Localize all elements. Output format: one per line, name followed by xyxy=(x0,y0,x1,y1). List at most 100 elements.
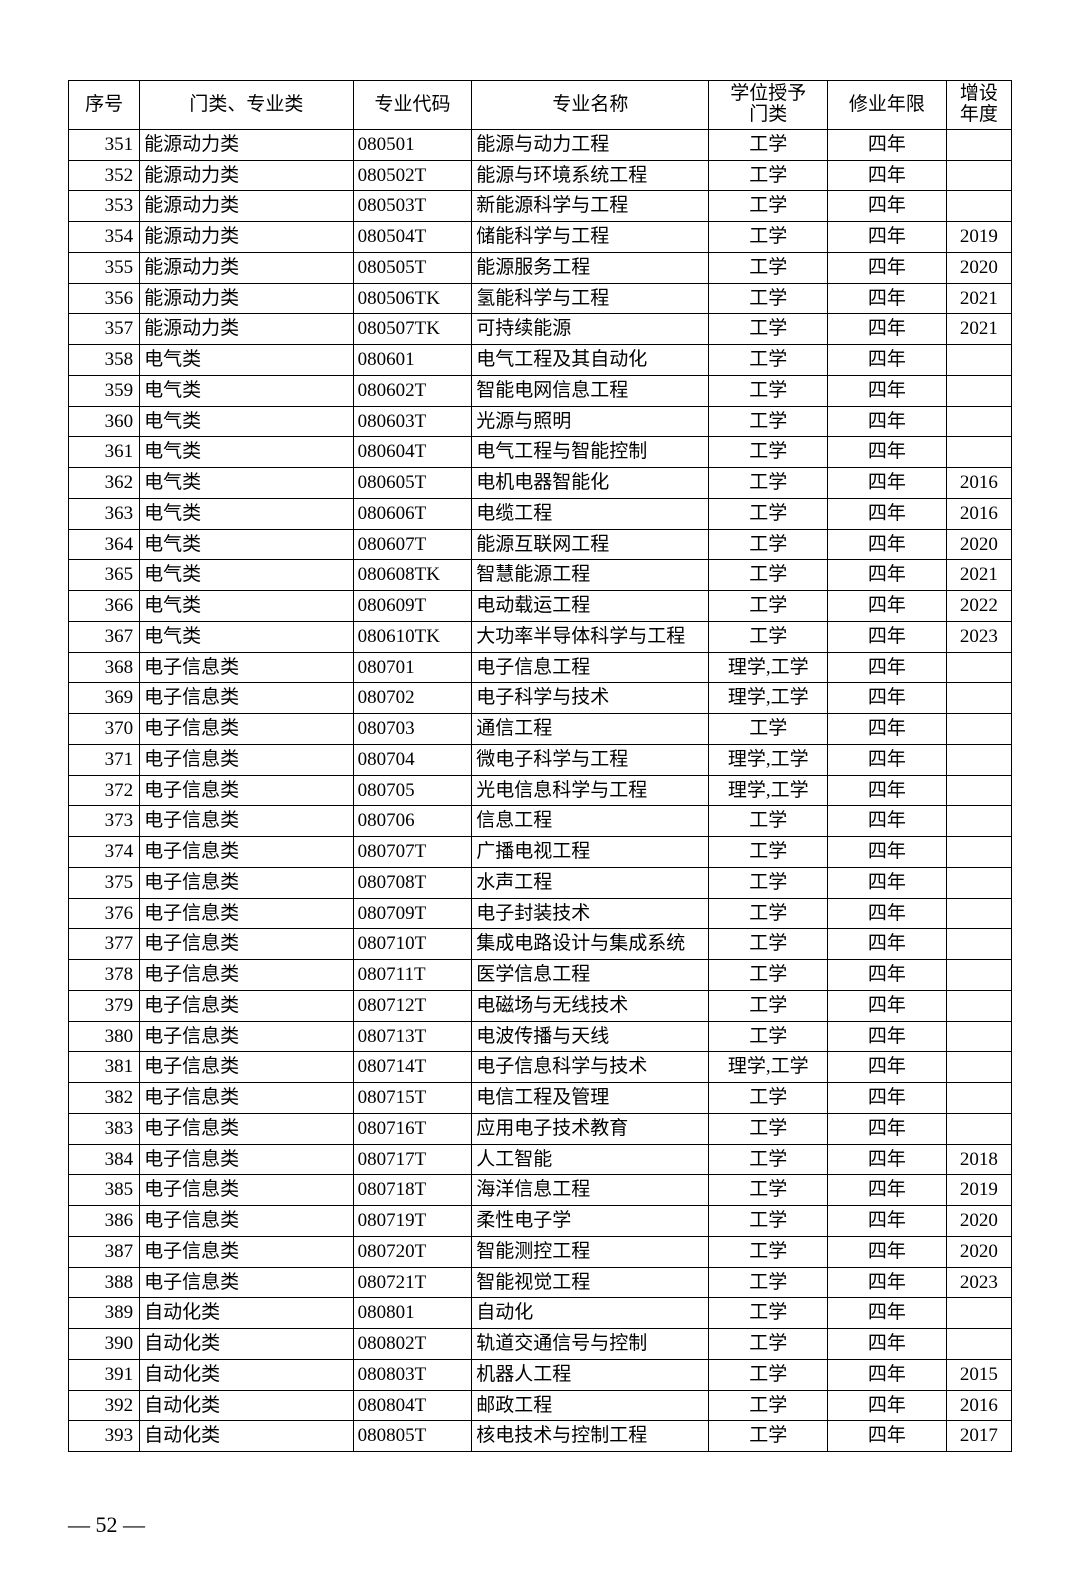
cell-seq: 375 xyxy=(69,867,140,898)
cell-degree: 工学 xyxy=(709,1021,828,1052)
cell-code: 080505T xyxy=(353,252,472,283)
cell-name: 轨道交通信号与控制 xyxy=(472,1329,709,1360)
table-row: 355能源动力类080505T能源服务工程工学四年2020 xyxy=(69,252,1012,283)
cell-year: 2018 xyxy=(946,1144,1011,1175)
cell-code: 080804T xyxy=(353,1390,472,1421)
cell-code: 080714T xyxy=(353,1052,472,1083)
cell-name: 电子科学与技术 xyxy=(472,683,709,714)
cell-name: 电气工程及其自动化 xyxy=(472,345,709,376)
cell-seq: 367 xyxy=(69,621,140,652)
cell-duration: 四年 xyxy=(828,529,947,560)
cell-name: 储能科学与工程 xyxy=(472,222,709,253)
table-row: 368电子信息类080701电子信息工程理学,工学四年 xyxy=(69,652,1012,683)
cell-degree: 工学 xyxy=(709,1083,828,1114)
cell-year xyxy=(946,775,1011,806)
cell-name: 电子封装技术 xyxy=(472,898,709,929)
cell-degree: 工学 xyxy=(709,1298,828,1329)
cell-code: 080609T xyxy=(353,591,472,622)
cell-seq: 383 xyxy=(69,1113,140,1144)
table-row: 374电子信息类080707T广播电视工程工学四年 xyxy=(69,837,1012,868)
cell-category: 电子信息类 xyxy=(140,837,354,868)
cell-code: 080801 xyxy=(353,1298,472,1329)
table-row: 387电子信息类080720T智能测控工程工学四年2020 xyxy=(69,1236,1012,1267)
cell-name: 微电子科学与工程 xyxy=(472,744,709,775)
cell-seq: 385 xyxy=(69,1175,140,1206)
cell-category: 能源动力类 xyxy=(140,283,354,314)
cell-duration: 四年 xyxy=(828,621,947,652)
cell-year xyxy=(946,345,1011,376)
cell-degree: 工学 xyxy=(709,529,828,560)
cell-code: 080719T xyxy=(353,1206,472,1237)
cell-duration: 四年 xyxy=(828,960,947,991)
cell-code: 080718T xyxy=(353,1175,472,1206)
cell-category: 电气类 xyxy=(140,468,354,499)
cell-degree: 工学 xyxy=(709,960,828,991)
cell-category: 电子信息类 xyxy=(140,714,354,745)
cell-code: 080504T xyxy=(353,222,472,253)
cell-duration: 四年 xyxy=(828,1113,947,1144)
cell-name: 新能源科学与工程 xyxy=(472,191,709,222)
cell-year xyxy=(946,867,1011,898)
cell-degree: 工学 xyxy=(709,990,828,1021)
cell-degree: 理学,工学 xyxy=(709,683,828,714)
cell-year: 2020 xyxy=(946,529,1011,560)
cell-seq: 369 xyxy=(69,683,140,714)
table-row: 359电气类080602T智能电网信息工程工学四年 xyxy=(69,375,1012,406)
cell-category: 电子信息类 xyxy=(140,1175,354,1206)
cell-year: 2015 xyxy=(946,1359,1011,1390)
cell-duration: 四年 xyxy=(828,252,947,283)
cell-year xyxy=(946,1021,1011,1052)
table-row: 356能源动力类080506TK氢能科学与工程工学四年2021 xyxy=(69,283,1012,314)
cell-name: 通信工程 xyxy=(472,714,709,745)
cell-year: 2019 xyxy=(946,222,1011,253)
cell-year xyxy=(946,714,1011,745)
cell-name: 能源互联网工程 xyxy=(472,529,709,560)
cell-year xyxy=(946,652,1011,683)
page-number: — 52 — xyxy=(68,1512,1012,1538)
cell-code: 080608TK xyxy=(353,560,472,591)
cell-seq: 364 xyxy=(69,529,140,560)
cell-year xyxy=(946,406,1011,437)
cell-duration: 四年 xyxy=(828,437,947,468)
cell-code: 080702 xyxy=(353,683,472,714)
cell-name: 机器人工程 xyxy=(472,1359,709,1390)
cell-year xyxy=(946,837,1011,868)
cell-seq: 376 xyxy=(69,898,140,929)
cell-year xyxy=(946,806,1011,837)
cell-duration: 四年 xyxy=(828,375,947,406)
cell-seq: 386 xyxy=(69,1206,140,1237)
cell-code: 080720T xyxy=(353,1236,472,1267)
cell-category: 能源动力类 xyxy=(140,129,354,160)
table-row: 353能源动力类080503T新能源科学与工程工学四年 xyxy=(69,191,1012,222)
cell-name: 电缆工程 xyxy=(472,498,709,529)
cell-name: 智能电网信息工程 xyxy=(472,375,709,406)
cell-code: 080703 xyxy=(353,714,472,745)
cell-year: 2016 xyxy=(946,498,1011,529)
cell-duration: 四年 xyxy=(828,1144,947,1175)
cell-code: 080716T xyxy=(353,1113,472,1144)
cell-seq: 368 xyxy=(69,652,140,683)
cell-year xyxy=(946,1052,1011,1083)
cell-degree: 理学,工学 xyxy=(709,744,828,775)
cell-degree: 工学 xyxy=(709,1206,828,1237)
cell-duration: 四年 xyxy=(828,898,947,929)
cell-category: 电气类 xyxy=(140,560,354,591)
cell-category: 电子信息类 xyxy=(140,1236,354,1267)
table-row: 390自动化类080802T轨道交通信号与控制工学四年 xyxy=(69,1329,1012,1360)
cell-category: 电子信息类 xyxy=(140,1206,354,1237)
cell-code: 080606T xyxy=(353,498,472,529)
cell-code: 080610TK xyxy=(353,621,472,652)
cell-duration: 四年 xyxy=(828,406,947,437)
table-row: 354能源动力类080504T储能科学与工程工学四年2019 xyxy=(69,222,1012,253)
cell-year: 2023 xyxy=(946,621,1011,652)
cell-seq: 374 xyxy=(69,837,140,868)
cell-seq: 360 xyxy=(69,406,140,437)
cell-name: 邮政工程 xyxy=(472,1390,709,1421)
cell-code: 080713T xyxy=(353,1021,472,1052)
cell-code: 080502T xyxy=(353,160,472,191)
cell-degree: 工学 xyxy=(709,929,828,960)
table-row: 377电子信息类080710T集成电路设计与集成系统工学四年 xyxy=(69,929,1012,960)
cell-year xyxy=(946,898,1011,929)
cell-duration: 四年 xyxy=(828,345,947,376)
table-row: 364电气类080607T能源互联网工程工学四年2020 xyxy=(69,529,1012,560)
